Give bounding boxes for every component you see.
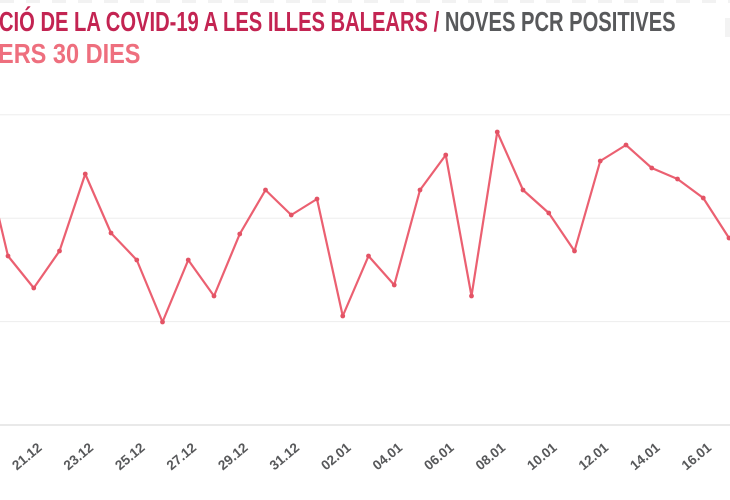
x-tick-label: 31.12 bbox=[267, 440, 303, 473]
x-tick-label: 04.01 bbox=[370, 440, 406, 474]
data-point-marker bbox=[366, 253, 371, 259]
x-tick-label: 06.01 bbox=[421, 440, 457, 474]
data-point-marker bbox=[31, 285, 37, 291]
data-point-marker bbox=[726, 235, 730, 241]
data-point-marker bbox=[108, 230, 114, 236]
data-point-marker bbox=[700, 195, 706, 201]
x-tick-label: 21.12 bbox=[9, 440, 45, 473]
data-point-marker bbox=[185, 257, 191, 263]
data-line bbox=[0, 130, 730, 324]
page-subtitle-text: ERS 30 DIES bbox=[0, 38, 141, 69]
x-tick-label: 12.01 bbox=[576, 440, 612, 474]
data-point-marker bbox=[263, 187, 268, 193]
data-point-marker bbox=[211, 293, 217, 299]
x-tick-label: 14.01 bbox=[627, 440, 663, 474]
data-point-marker bbox=[314, 196, 320, 202]
data-point-marker bbox=[5, 253, 11, 259]
x-tick-label: 08.01 bbox=[473, 440, 509, 474]
page-title-rest: NOVES PCR POSITIVES bbox=[439, 6, 676, 37]
x-tick-label: 10.01 bbox=[524, 440, 560, 474]
x-tick-label: 25.12 bbox=[112, 440, 148, 473]
data-point-marker bbox=[469, 293, 474, 299]
cropped-top-row-artifact bbox=[0, 0, 730, 3]
page-title-highlight: CIÓ DE LA COVID-19 A LES ILLES BALEARS / bbox=[0, 6, 440, 37]
data-point-marker bbox=[546, 210, 552, 216]
x-tick-label: 27.12 bbox=[164, 440, 200, 473]
data-point-marker bbox=[417, 187, 423, 193]
data-point-marker bbox=[623, 142, 629, 148]
data-point-marker bbox=[675, 176, 680, 182]
data-point-marker bbox=[82, 171, 88, 177]
x-tick-label: 23.12 bbox=[61, 440, 97, 473]
data-point-marker bbox=[494, 129, 500, 135]
cropped-edge-element bbox=[725, 18, 730, 37]
data-point-marker bbox=[443, 152, 449, 158]
data-point-marker bbox=[237, 231, 243, 237]
x-tick-label: 02.01 bbox=[318, 440, 354, 474]
data-point-marker bbox=[57, 248, 62, 254]
page-title: CIÓ DE LA COVID-19 A LES ILLES BALEARS /… bbox=[0, 6, 676, 38]
data-point-marker bbox=[160, 319, 165, 325]
data-point-marker bbox=[520, 187, 526, 193]
x-tick-label: 29.12 bbox=[215, 440, 251, 473]
page-subtitle: ERS 30 DIES bbox=[0, 38, 141, 70]
data-point-marker bbox=[340, 313, 346, 319]
data-point-marker bbox=[134, 257, 140, 263]
x-tick-label: 16.01 bbox=[679, 440, 715, 474]
data-point-marker bbox=[649, 165, 655, 171]
data-point-marker bbox=[597, 158, 603, 164]
data-point-marker bbox=[572, 248, 577, 254]
data-point-marker bbox=[391, 282, 397, 288]
data-point-marker bbox=[288, 212, 294, 218]
